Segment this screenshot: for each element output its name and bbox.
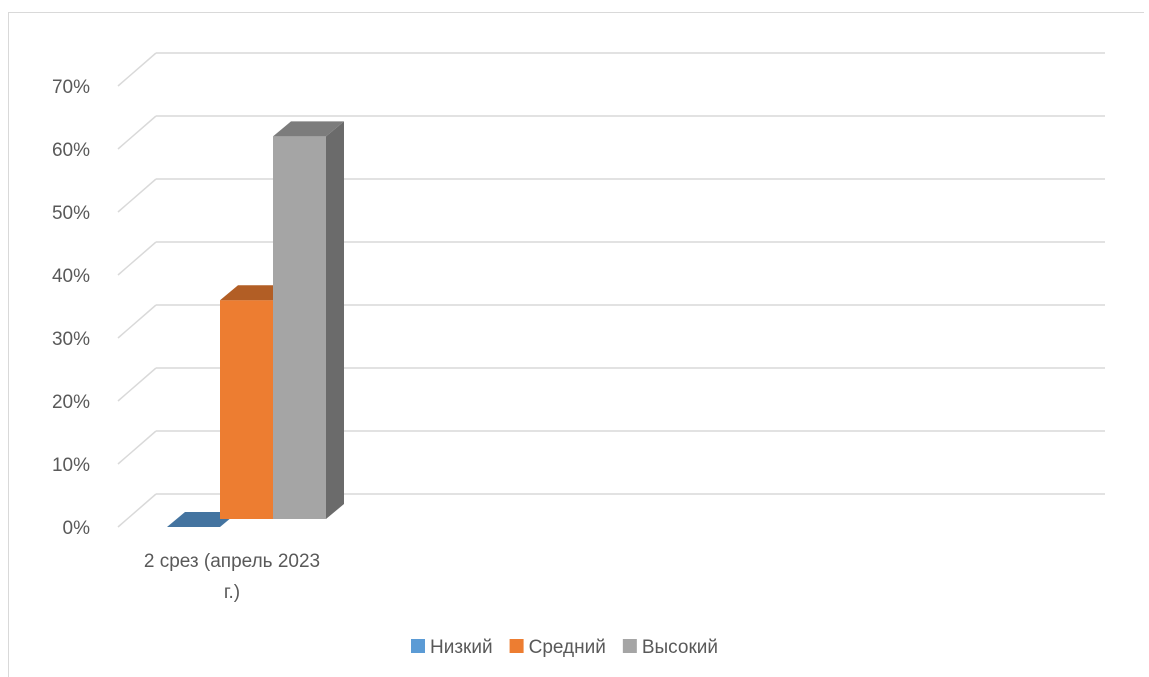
y-tick-label: 40% xyxy=(52,266,90,287)
side-gridline xyxy=(117,493,157,528)
chart-frame xyxy=(8,12,1144,677)
bar-top xyxy=(273,121,344,137)
legend-label: Низкий xyxy=(430,637,493,658)
legend-swatch xyxy=(411,639,425,653)
legend-swatch xyxy=(509,639,524,653)
legend-label: Средний xyxy=(529,637,606,658)
y-tick-label: 50% xyxy=(52,203,90,224)
side-gridline xyxy=(117,367,157,402)
side-gridline xyxy=(117,52,157,87)
legend-item: Средний xyxy=(509,637,606,658)
bar-Высокий xyxy=(273,121,344,520)
side-gridline xyxy=(117,430,157,465)
bar-front xyxy=(220,300,273,519)
y-tick-label: 30% xyxy=(52,329,90,350)
y-tick-label: 70% xyxy=(52,77,90,98)
x-category-label: г.) xyxy=(224,582,240,603)
legend-swatch xyxy=(622,639,637,653)
side-gridline xyxy=(117,178,157,213)
bar-side xyxy=(326,121,344,520)
side-gridline xyxy=(117,115,157,150)
legend-item: Высокий xyxy=(622,637,718,658)
y-tick-label: 10% xyxy=(52,455,90,476)
side-gridline xyxy=(117,241,157,276)
y-tick-label: 60% xyxy=(52,140,90,161)
side-gridline xyxy=(117,304,157,339)
bars xyxy=(167,121,344,527)
legend-label: Высокий xyxy=(642,637,718,658)
bar-front xyxy=(273,136,326,519)
legend: Низкий Средний Высокий xyxy=(411,637,718,658)
y-tick-label: 20% xyxy=(52,392,90,413)
x-axis-categories: 2 срез (апрель 2023 г.) xyxy=(144,551,320,603)
y-tick-label: 0% xyxy=(63,518,91,539)
x-category-label: 2 срез (апрель 2023 xyxy=(144,551,320,572)
legend-item: Низкий xyxy=(411,637,493,658)
y-axis-ticks: 0% 10% 20% 30% 40% 50% 60% 70% xyxy=(52,77,90,539)
